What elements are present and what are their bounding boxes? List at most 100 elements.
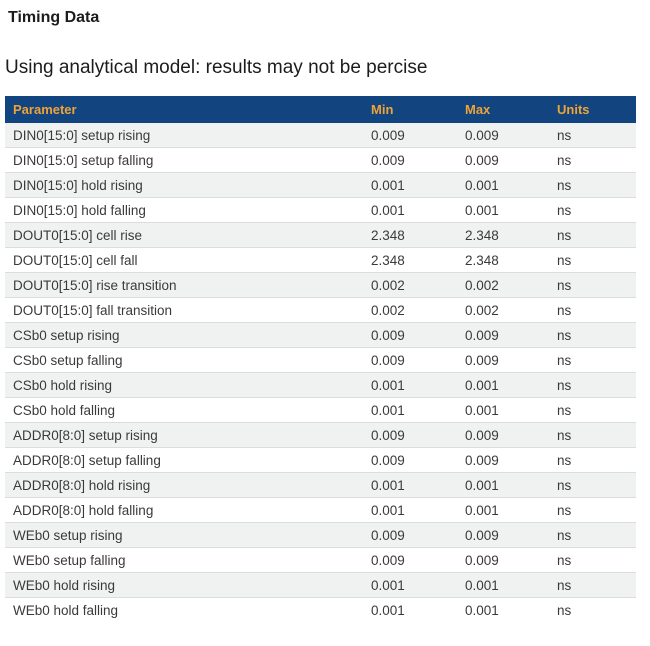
cell-max: 0.001 — [457, 572, 549, 598]
cell-parameter: DOUT0[15:0] cell rise — [5, 222, 363, 248]
cell-parameter: DIN0[15:0] hold falling — [5, 197, 363, 223]
cell-min: 0.009 — [363, 447, 457, 473]
cell-max: 0.009 — [457, 447, 549, 473]
cell-parameter: WEb0 setup rising — [5, 522, 363, 548]
cell-max: 0.009 — [457, 347, 549, 373]
cell-parameter: ADDR0[8:0] hold rising — [5, 472, 363, 498]
cell-min: 0.002 — [363, 272, 457, 298]
cell-min: 0.001 — [363, 472, 457, 498]
cell-min: 0.009 — [363, 147, 457, 173]
cell-units: ns — [549, 447, 636, 473]
table-row: CSb0 hold rising 0.001 0.001 ns — [5, 372, 636, 398]
cell-units: ns — [549, 222, 636, 248]
table-row: ADDR0[8:0] hold rising 0.001 0.001 ns — [5, 472, 636, 498]
cell-parameter: DIN0[15:0] setup falling — [5, 147, 363, 173]
cell-max: 0.001 — [457, 397, 549, 423]
column-header-min: Min — [363, 96, 457, 123]
cell-units: ns — [549, 322, 636, 348]
table-row: DIN0[15:0] hold rising 0.001 0.001 ns — [5, 172, 636, 198]
cell-min: 0.009 — [363, 347, 457, 373]
cell-max: 0.001 — [457, 472, 549, 498]
cell-min: 0.009 — [363, 547, 457, 573]
table-row: CSb0 setup rising 0.009 0.009 ns — [5, 322, 636, 348]
cell-units: ns — [549, 497, 636, 523]
cell-parameter: ADDR0[8:0] setup falling — [5, 447, 363, 473]
cell-parameter: WEb0 hold falling — [13, 602, 119, 618]
cell-min: 0.001 — [363, 497, 457, 523]
cell-units: ns — [549, 272, 636, 298]
table-row: DIN0[15:0] setup falling 0.009 0.009 ns — [5, 147, 636, 173]
table-row: ADDR0[8:0] setup rising 0.009 0.009 ns — [5, 422, 636, 448]
cell-units: ns — [549, 197, 636, 223]
table-row: ADDR0[8:0] setup falling 0.009 0.009 ns — [5, 447, 636, 473]
cell-min: 0.001 — [363, 197, 457, 223]
cell-min: 0.009 — [363, 522, 457, 548]
cell-units: ns — [549, 572, 636, 598]
cell-max: 0.009 — [457, 522, 549, 548]
cell-min: 0.009 — [363, 422, 457, 448]
cell-units: ns — [549, 522, 636, 548]
cell-min: 2.348 — [363, 222, 457, 248]
cell-units: ns — [549, 147, 636, 173]
cell-max: 0.009 — [457, 123, 549, 148]
cell-units: ns — [549, 297, 636, 323]
cell-parameter: CSb0 hold rising — [5, 372, 363, 398]
page-title: Timing Data — [8, 9, 100, 26]
cell-units: ns — [549, 247, 636, 273]
column-header-max: Max — [457, 96, 549, 123]
cell-units: ns — [549, 397, 636, 423]
cell-units: ns — [549, 422, 636, 448]
table-row: WEb0 hold rising 0.001 0.001 ns — [5, 572, 636, 598]
cell-min: 0.001 — [363, 572, 457, 598]
cell-max: 0.001 — [457, 372, 549, 398]
table-row: WEb0 hold falling 0.001 0.001 ns — [5, 598, 636, 623]
table-row: CSb0 hold falling 0.001 0.001 ns — [5, 397, 636, 423]
table-row: DOUT0[15:0] rise transition 0.002 0.002 ns — [5, 272, 636, 298]
table-row: DIN0[15:0] setup rising 0.009 0.009 ns — [5, 123, 636, 148]
cell-units: ns — [549, 547, 636, 573]
cell-max: 0.001 — [457, 497, 549, 523]
cell-parameter: DIN0[15:0] hold rising — [5, 172, 363, 198]
cell-parameter: WEb0 setup falling — [5, 547, 363, 573]
cell-parameter: DIN0[15:0] setup rising — [5, 123, 363, 148]
cell-min: 0.001 — [363, 172, 457, 198]
table-row: DIN0[15:0] hold falling 0.001 0.001 ns — [5, 197, 636, 223]
cell-max: 2.348 — [457, 222, 549, 248]
cell-max: 0.001 — [465, 602, 499, 618]
cell-parameter: ADDR0[8:0] setup rising — [5, 422, 363, 448]
cell-units: ns — [557, 602, 572, 618]
cell-max: 2.348 — [457, 247, 549, 273]
table-row: ADDR0[8:0] hold falling 0.001 0.001 ns — [5, 497, 636, 523]
cell-parameter: DOUT0[15:0] rise transition — [5, 272, 363, 298]
cell-max: 0.001 — [457, 197, 549, 223]
table-row: DOUT0[15:0] fall transition 0.002 0.002 ns — [5, 297, 636, 323]
cell-max: 0.009 — [457, 322, 549, 348]
cell-min: 0.009 — [363, 322, 457, 348]
column-header-parameter: Parameter — [5, 96, 363, 123]
cell-min: 0.001 — [371, 602, 405, 618]
cell-parameter: CSb0 setup rising — [5, 322, 363, 348]
cell-parameter: DOUT0[15:0] cell fall — [5, 247, 363, 273]
cell-max: 0.009 — [457, 422, 549, 448]
cell-parameter: CSb0 hold falling — [5, 397, 363, 423]
cell-min: 0.001 — [363, 372, 457, 398]
cell-min: 2.348 — [363, 247, 457, 273]
cell-units: ns — [549, 372, 636, 398]
cell-parameter: WEb0 hold rising — [5, 572, 363, 598]
cell-max: 0.009 — [457, 147, 549, 173]
page-subtitle: Using analytical model: results may not … — [5, 57, 428, 78]
timing-data-table: Parameter Min Max Units DIN0[15:0] setup… — [5, 96, 636, 622]
cell-parameter: CSb0 setup falling — [5, 347, 363, 373]
table-row: WEb0 setup falling 0.009 0.009 ns — [5, 547, 636, 573]
cell-parameter: ADDR0[8:0] hold falling — [5, 497, 363, 523]
table-header-row: Parameter Min Max Units — [5, 96, 636, 123]
table-row: WEb0 setup rising 0.009 0.009 ns — [5, 522, 636, 548]
cell-units: ns — [549, 347, 636, 373]
cell-units: ns — [549, 472, 636, 498]
table-row: DOUT0[15:0] cell rise 2.348 2.348 ns — [5, 222, 636, 248]
table-row: DOUT0[15:0] cell fall 2.348 2.348 ns — [5, 247, 636, 273]
cell-max: 0.001 — [457, 172, 549, 198]
cell-min: 0.002 — [363, 297, 457, 323]
cell-min: 0.001 — [363, 397, 457, 423]
